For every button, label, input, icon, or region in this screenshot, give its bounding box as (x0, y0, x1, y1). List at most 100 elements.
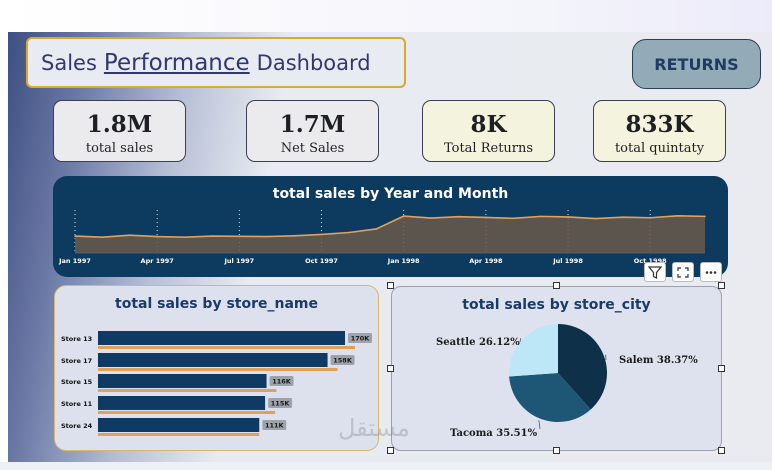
category-label: Store 15 (61, 378, 93, 386)
sales-by-store-chart: Store 13 170K Store 17 158K Store 15 116K Stor… (61, 331, 372, 436)
data-point (211, 235, 213, 237)
kpi-value: 1.8M (86, 111, 153, 138)
resize-handle[interactable] (553, 282, 560, 289)
data-point (539, 215, 542, 218)
data-point (183, 236, 186, 238)
kpi-total-sales: 1.8M total sales (53, 100, 186, 162)
chart-title: total sales by Year and Month (272, 186, 509, 202)
kpi-label: Total Returns (443, 141, 534, 156)
data-point (676, 215, 679, 217)
tick-label: Oct 1998 (634, 257, 667, 265)
tick-label: Apr 1998 (469, 257, 503, 265)
data-point (265, 235, 268, 238)
data-label: 158K (333, 357, 353, 365)
bar-underline (98, 411, 276, 414)
bar[interactable] (98, 374, 267, 388)
sales-by-city-card[interactable]: total sales by store_city Salem 38.37% Ta… (391, 286, 722, 451)
data-point (74, 235, 76, 237)
data-point (402, 215, 405, 217)
title-prefix: Sales (41, 50, 97, 75)
resize-handle[interactable] (553, 447, 560, 454)
data-point (457, 215, 460, 218)
sales-by-month-card[interactable]: total sales by Year and Month Jan 1997 Ap… (53, 176, 728, 277)
data-label-bg (269, 376, 294, 386)
resize-handle[interactable] (387, 447, 394, 454)
tick-label: Jan 1997 (58, 257, 91, 265)
area-fill (75, 215, 705, 253)
data-label-bg (348, 333, 372, 343)
pie-slice[interactable] (509, 373, 591, 422)
bar-underline (98, 433, 260, 436)
data-point (156, 235, 158, 238)
data-label-bg (262, 420, 287, 430)
bar[interactable] (98, 396, 266, 410)
title-suffix: Dashboard (256, 50, 371, 75)
resize-handle[interactable] (387, 365, 394, 372)
data-point (128, 234, 131, 237)
chart-title: total sales by store_city (462, 297, 651, 313)
bar-underline (98, 346, 355, 349)
data-point (485, 216, 487, 219)
bottom-strip (0, 462, 772, 470)
top-strip (0, 0, 772, 32)
category-label: Store 13 (61, 335, 92, 343)
category-label: Store 17 (61, 357, 92, 365)
data-label: 111K (265, 422, 285, 430)
tick-label: Jul 1997 (224, 257, 255, 265)
data-label: 115K (271, 400, 291, 408)
focus-mode-icon[interactable] (672, 262, 694, 282)
data-point (375, 228, 378, 230)
slice-label: Salem 38.37% (619, 355, 698, 366)
kpi-total-quantity: 833K total quintaty (593, 100, 726, 162)
filter-icon[interactable] (644, 262, 666, 282)
resize-handle[interactable] (718, 365, 725, 372)
bar[interactable] (98, 353, 328, 367)
sales-by-store-card[interactable]: total sales by store_name Store 13 170K St… (54, 285, 379, 451)
kpi-total-returns: 8K Total Returns (422, 100, 555, 162)
resize-handle[interactable] (718, 447, 725, 454)
pie-slice[interactable] (509, 324, 558, 377)
kpi-net-sales: 1.7M Net Sales (246, 100, 379, 162)
data-point (293, 234, 295, 237)
bar[interactable] (98, 331, 345, 345)
data-point (320, 233, 323, 236)
category-label: Store 24 (61, 422, 93, 430)
tick-label: Jan 1998 (387, 257, 420, 265)
tick-label: Oct 1997 (305, 257, 338, 265)
resize-handle[interactable] (387, 282, 394, 289)
data-label: 170K (351, 335, 371, 343)
title-emphasis: Performance (103, 49, 250, 76)
kpi-label: Net Sales (280, 141, 345, 156)
kpi-value: 1.7M (279, 111, 346, 138)
data-point (512, 217, 515, 220)
kpi-label: total quintaty (614, 141, 705, 156)
data-label-bg (330, 355, 355, 365)
data-point (567, 216, 569, 218)
slice-label: Seattle 26.12% (436, 337, 520, 348)
leader-line (519, 338, 522, 343)
data-point (430, 217, 432, 219)
data-point (238, 235, 241, 238)
chart-title: total sales by store_name (115, 296, 318, 312)
more-options-icon[interactable] (700, 262, 722, 282)
kpi-value: 8K (470, 111, 507, 138)
sales-by-city-chart: Salem 38.37% Tacoma 35.51% Seattle 26.12% (436, 324, 698, 439)
watermark-logo: مستقل (338, 414, 410, 442)
bar-underline (98, 389, 277, 392)
bar[interactable] (98, 418, 260, 432)
pie-slice[interactable] (558, 324, 607, 410)
returns-button[interactable]: RETURNS (632, 39, 761, 89)
data-point (622, 216, 624, 218)
resize-handle[interactable] (718, 282, 725, 289)
kpi-label: total sales (85, 141, 154, 156)
series-line (74, 215, 706, 238)
tick-label: Jul 1998 (552, 257, 583, 265)
slice-label: Tacoma 35.51% (450, 428, 538, 439)
sales-by-month-chart: Jan 1997 Apr 1997 Jul 1997 Oct 1997 Jan 1998… (58, 210, 706, 265)
page-title: Sales Performance Dashboard (26, 37, 406, 88)
data-point (649, 216, 652, 219)
bar-underline (98, 368, 338, 371)
data-point (348, 231, 350, 234)
data-point (704, 215, 706, 218)
